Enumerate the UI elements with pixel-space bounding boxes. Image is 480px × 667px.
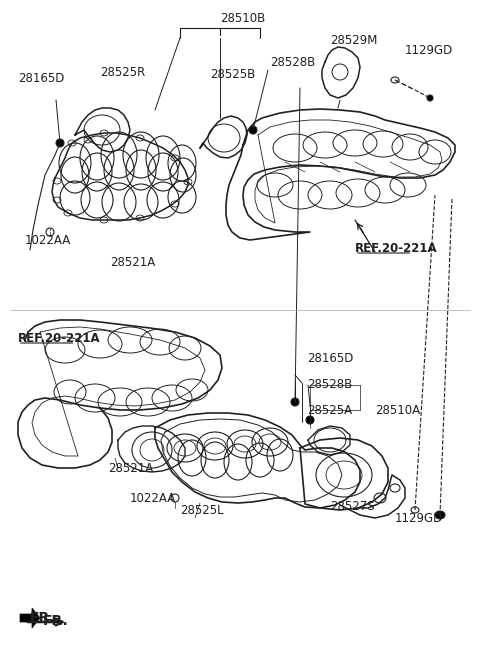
Text: 28510A: 28510A (375, 404, 420, 416)
Text: 28510B: 28510B (220, 11, 265, 25)
Text: 28521A: 28521A (110, 255, 155, 269)
Text: 1022AA: 1022AA (130, 492, 176, 504)
Text: REF.20-221A: REF.20-221A (355, 241, 438, 255)
Text: 28165D: 28165D (18, 71, 64, 85)
Text: 1129GD: 1129GD (395, 512, 443, 524)
Text: FR.: FR. (30, 611, 56, 625)
Text: 1022AA: 1022AA (25, 233, 71, 247)
Ellipse shape (306, 416, 314, 424)
Text: 28529M: 28529M (330, 33, 377, 47)
Text: 28525A: 28525A (307, 404, 352, 416)
Text: 28528B: 28528B (307, 378, 352, 392)
Ellipse shape (56, 139, 64, 147)
Text: FR.: FR. (43, 614, 69, 628)
Ellipse shape (427, 95, 433, 101)
Ellipse shape (435, 511, 445, 519)
Text: 28525B: 28525B (210, 69, 255, 81)
Text: 1129GD: 1129GD (405, 43, 453, 57)
Text: 28525L: 28525L (180, 504, 224, 516)
Text: REF.20-221A: REF.20-221A (18, 331, 101, 344)
Ellipse shape (249, 126, 257, 134)
Text: 28521A: 28521A (108, 462, 153, 474)
Text: 28165D: 28165D (307, 352, 353, 364)
Text: 28527S: 28527S (330, 500, 374, 514)
Text: 28525R: 28525R (100, 67, 145, 79)
Ellipse shape (291, 398, 299, 406)
Polygon shape (20, 608, 40, 628)
Text: 28528B: 28528B (270, 55, 315, 69)
